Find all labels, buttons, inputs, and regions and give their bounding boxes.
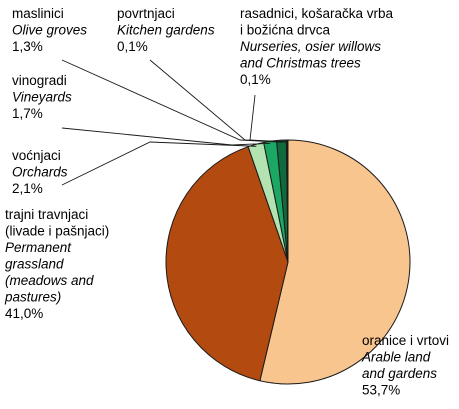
slice-label-povrtnjaci: povrtnjaci Kitchen gardens 0,1%	[117, 6, 215, 54]
leader-line-rasadnici-kosaracka-vrba	[249, 94, 288, 143]
slice-label-line: (livade i pašnjaci)	[5, 224, 109, 239]
slice-label-trajni-travnjaci: trajni travnjaci (livade i pašnjaci) Perma…	[4, 207, 109, 321]
leader-lines	[61, 59, 288, 186]
pie-slice-oranice-i-vrtovi	[259, 139, 411, 385]
slice-labels: oranice i vrtovi Arable land and gardens 53…	[4, 6, 449, 398]
slice-value-label: 2,1%	[12, 181, 43, 196]
slice-label-line: rasadnici, košaračka vrba	[240, 6, 394, 21]
slice-value-label: 0,1%	[117, 39, 148, 54]
slice-label-rasadnici-kosaracka-vrba: rasadnici, košaračka vrba i božićna drvca…	[240, 6, 394, 87]
pie-slice-trajni-travnjaci	[165, 146, 289, 382]
slice-label-line: Kitchen gardens	[117, 23, 215, 38]
slice-label-line: povrtnjaci	[117, 6, 175, 21]
slice-label-line: grassland	[5, 257, 64, 272]
pie-slices	[165, 139, 411, 385]
pie-slice-rasadnici-kosaracka-vrba	[286, 139, 289, 263]
slice-label-line: trajni travnjaci	[5, 207, 88, 222]
slice-value-label: 53,7%	[362, 383, 400, 398]
slice-label-line: voćnjaci	[12, 148, 61, 163]
slice-label-line: Vineyards	[12, 90, 72, 105]
slice-label-line: Nurseries, osier willows	[240, 39, 381, 54]
leader-line-vinogradi	[61, 127, 271, 146]
leader-line-vocnjaci	[61, 141, 257, 186]
slice-label-line: i božićna drvca	[240, 23, 331, 38]
slice-value-label: 1,7%	[12, 106, 43, 121]
slice-value-label: 1,3%	[12, 39, 43, 54]
slice-label-line: Olive groves	[12, 23, 87, 38]
slice-label-line: Orchards	[12, 165, 68, 180]
slice-label-line: maslinici	[12, 6, 64, 21]
slice-label-line: Arable land	[361, 350, 431, 365]
slice-value-label: 0,1%	[240, 72, 271, 87]
slice-label-line: Permanent	[5, 240, 72, 255]
slice-label-vocnjaci: voćnjaci Orchards 2,1%	[12, 148, 68, 196]
slice-label-line: pastures)	[4, 290, 61, 305]
slice-label-line: vinogradi	[12, 73, 67, 88]
slice-label-line: and Christmas trees	[240, 56, 361, 71]
slice-value-label: 41,0%	[5, 306, 43, 321]
slice-label-line: and gardens	[362, 366, 437, 381]
slice-label-oranice-i-vrtovi: oranice i vrtovi Arable land and gardens 53…	[361, 333, 449, 398]
slice-label-line: (meadows and	[5, 273, 94, 288]
slice-label-maslinici: maslinici Olive groves 1,3%	[12, 6, 87, 54]
slice-label-vinogradi: vinogradi Vineyards 1,7%	[12, 73, 72, 121]
slice-label-line: oranice i vrtovi	[362, 333, 449, 348]
